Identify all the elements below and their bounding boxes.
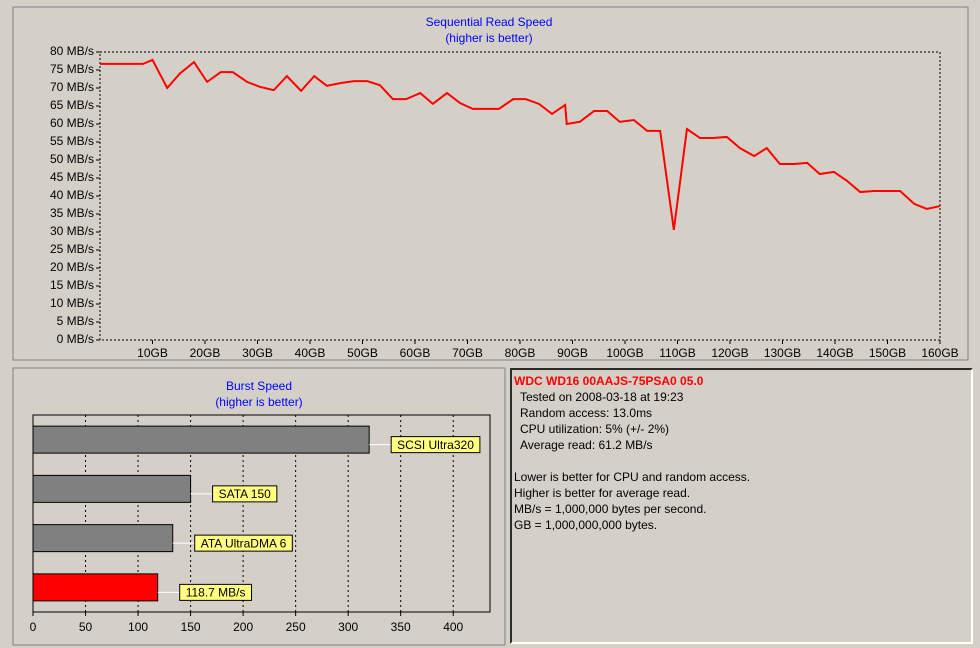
bar [32, 524, 174, 553]
detail-line: Tested on 2008-03-18 at 19:23 [520, 390, 684, 404]
label-box [179, 583, 253, 601]
y-tick-label: 5 MB/s [57, 314, 94, 328]
chart-subtitle: (higher is better) [445, 31, 532, 45]
y-tick-label: 70 MB/s [50, 80, 94, 94]
bar-label: ATA UltraDMA 6 [201, 536, 287, 550]
x-tick-label: 120GB [711, 346, 748, 360]
x-tick-label: 200 [233, 620, 253, 634]
y-tick-label: 10 MB/s [50, 296, 94, 310]
detail-line: Average read: 61.2 MB/s [520, 438, 653, 452]
x-tick-label: 150GB [869, 346, 906, 360]
y-tick-label: 15 MB/s [50, 278, 94, 292]
x-tick-label: 90GB [557, 346, 588, 360]
bar [32, 573, 159, 602]
x-tick-label: 400 [443, 620, 463, 634]
read-speed-line [100, 58, 941, 230]
x-tick-label: 0 [30, 620, 37, 634]
x-tick-label: 130GB [764, 346, 801, 360]
bottom-panel [12, 367, 506, 646]
bar [32, 425, 370, 454]
label-box [194, 534, 293, 552]
label-box [390, 436, 481, 454]
chart-title: Burst Speed [226, 379, 292, 393]
bar-label: SATA 150 [219, 487, 272, 501]
y-tick-label: 50 MB/s [50, 152, 94, 166]
x-tick-label: 250 [286, 620, 306, 634]
detail-line: CPU utilization: 5% (+/- 2%) [520, 422, 670, 436]
bar-label: SCSI Ultra320 [397, 438, 474, 452]
note-line: GB = 1,000,000,000 bytes. [514, 518, 658, 532]
y-tick-label: 40 MB/s [50, 188, 94, 202]
x-tick-label: 10GB [137, 346, 168, 360]
y-tick-label: 60 MB/s [50, 116, 94, 130]
y-tick-label: 20 MB/s [50, 260, 94, 274]
plot-area [99, 51, 941, 341]
detail-line: Random access: 13.0ms [520, 406, 653, 420]
drive-name: WDC WD16 00AAJS-75PSA0 05.0 [514, 374, 704, 388]
y-tick-label: 65 MB/s [50, 98, 94, 112]
x-tick-label: 110GB [659, 346, 695, 360]
x-tick-label: 100GB [606, 346, 643, 360]
x-tick-label: 20GB [190, 346, 221, 360]
y-tick-label: 35 MB/s [50, 206, 94, 220]
y-tick-label: 25 MB/s [50, 242, 94, 256]
x-tick-label: 30GB [242, 346, 273, 360]
y-tick-label: 0 MB/s [57, 332, 94, 346]
x-tick-label: 160GB [921, 346, 958, 360]
x-tick-label: 80GB [505, 346, 536, 360]
y-tick-label: 75 MB/s [50, 62, 94, 76]
x-tick-label: 100 [128, 620, 148, 634]
details: Tested on 2008-03-18 at 19:23 Random acce… [514, 389, 969, 453]
x-tick-label: 300 [338, 620, 358, 634]
x-tick-label: 50 [79, 620, 93, 634]
chart-title: Sequential Read Speed [426, 15, 553, 29]
bar [32, 474, 192, 503]
x-tick-label: 50GB [347, 346, 378, 360]
notes: Lower is better for CPU and random acces… [514, 469, 969, 533]
chart-subtitle: (higher is better) [215, 395, 302, 409]
top-panel [12, 6, 969, 361]
note-line: Lower is better for CPU and random acces… [514, 470, 751, 484]
x-tick-label: 140GB [816, 346, 853, 360]
bar-label: 118.7 MB/s [186, 586, 246, 600]
x-tick-label: 40GB [295, 346, 326, 360]
x-tick-label: 70GB [452, 346, 483, 360]
x-tick-label: 150 [181, 620, 201, 634]
line-chart: Sequential Read Speed (higher is better) 0… [50, 15, 959, 360]
y-tick-label: 45 MB/s [50, 170, 94, 184]
y-tick-label: 80 MB/s [50, 44, 94, 58]
y-tick-label: 55 MB/s [50, 134, 94, 148]
bar-chart: Burst Speed (higher is better) 0 50 100 150 20… [30, 379, 491, 634]
note-line: Higher is better for average read. [514, 486, 691, 500]
note-line: MB/s = 1,000,000 bytes per second. [514, 502, 707, 516]
info-panel: WDC WD16 00AAJS-75PSA0 05.0 Tested on 20… [510, 368, 973, 644]
x-tick-label: 60GB [400, 346, 431, 360]
y-tick-label: 30 MB/s [50, 224, 94, 238]
plot-area [32, 414, 491, 613]
x-tick-label: 350 [391, 620, 411, 634]
label-box [212, 485, 278, 503]
